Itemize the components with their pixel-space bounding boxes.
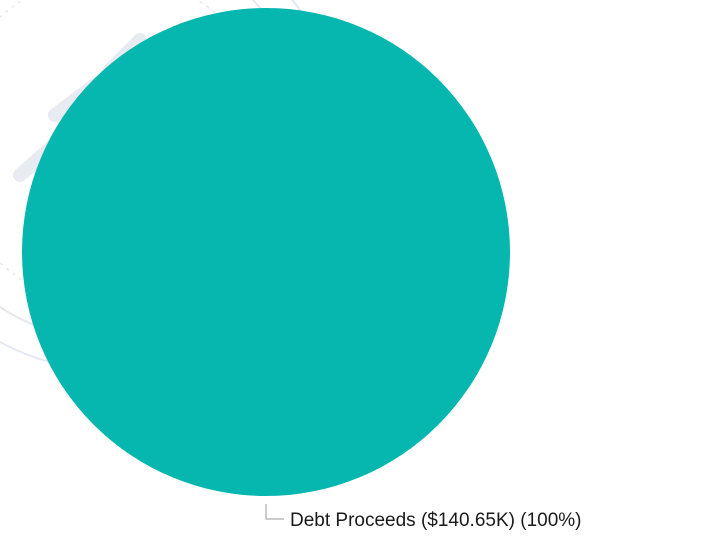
pie-slice[interactable]: [22, 8, 510, 496]
label-leader-line: [265, 504, 284, 520]
slice-label: Debt Proceeds ($140.65K) (100%): [290, 510, 582, 531]
pie-slices: [22, 8, 510, 496]
